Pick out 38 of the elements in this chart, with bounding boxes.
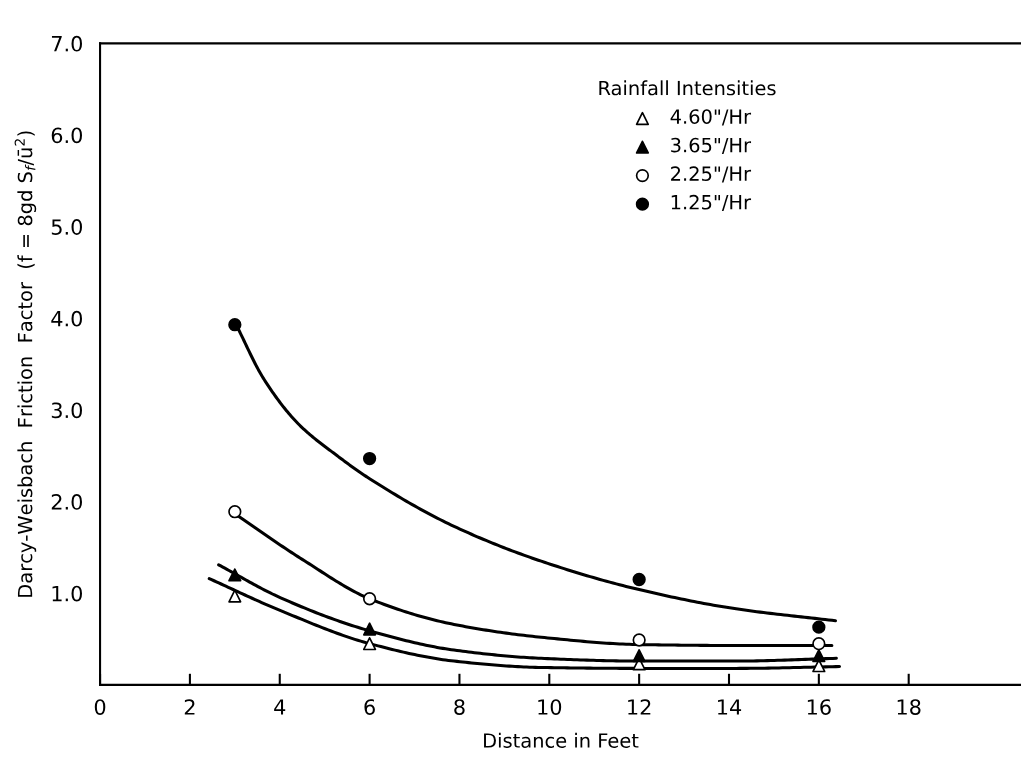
point [812, 637, 826, 651]
x-axis-title: Distance in Feet [484, 732, 639, 748]
legend-label: 4.60"/Hr [670, 109, 752, 126]
legend-label: 1.25"/Hr [671, 194, 752, 212]
point [362, 622, 377, 636]
y-tick-label: 5.0 [51, 219, 83, 235]
legend-label: 2.25"/Hr [671, 166, 752, 183]
x-tick-label: 4 [274, 699, 286, 715]
x-tick-label: 12 [628, 699, 651, 715]
y-tick-label: 1.0 [52, 585, 83, 602]
point [362, 637, 377, 651]
x-tick-label: 8 [454, 699, 465, 715]
y-tick-label: 7.0 [51, 35, 83, 52]
point [228, 318, 242, 332]
point [228, 568, 242, 582]
x-tick-label: 0 [94, 699, 106, 715]
legend-title: Rainfall Intensities [599, 80, 776, 96]
x-tick-label: 2 [184, 699, 195, 715]
x-tick-label: 16 [807, 699, 831, 715]
x-tick-label: 10 [538, 699, 562, 715]
y-tick-label: 6.0 [51, 127, 83, 144]
point [362, 451, 377, 466]
point [362, 592, 377, 606]
y-axis-title: Darcy-Weisbach Friction Factor (f = 8gd S$_{f}$/ū$^{2}$) [14, 131, 37, 597]
point [228, 505, 242, 519]
point [632, 633, 646, 647]
x-tick-label: 18 [897, 699, 921, 715]
y-tick-label: 4.0 [51, 310, 83, 327]
y-tick-label: 3.0 [51, 402, 83, 419]
legend-label: 3.65"/Hr [671, 137, 752, 154]
x-tick-label: 14 [718, 699, 742, 715]
point [812, 620, 826, 634]
y-tick-label: 2.0 [51, 494, 83, 510]
x-tick-label: 6 [364, 699, 375, 715]
point [632, 572, 646, 587]
point [228, 589, 242, 603]
point [632, 648, 646, 663]
point [812, 648, 826, 663]
